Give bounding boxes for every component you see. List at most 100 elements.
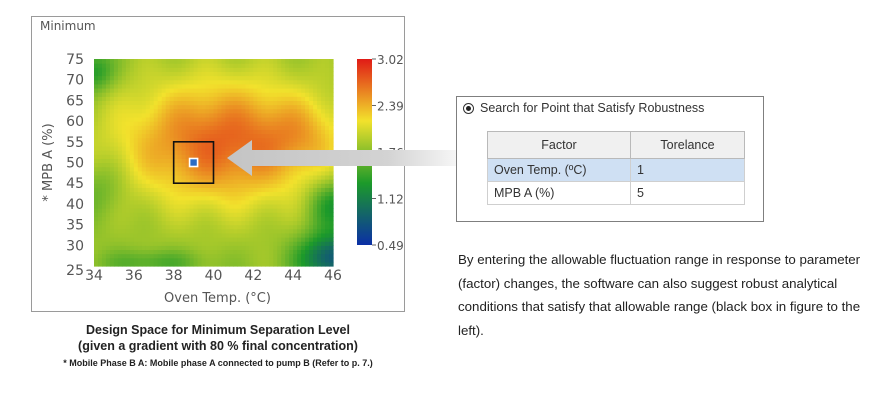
heatmap-cell — [321, 257, 326, 263]
tolerance-cell[interactable]: 5 — [630, 181, 745, 205]
heatmap-cell — [181, 220, 187, 226]
heatmap-cell — [189, 220, 195, 226]
heatmap-cell — [217, 191, 223, 197]
heatmap-cell — [149, 212, 155, 217]
heatmap-cell — [97, 133, 103, 139]
heatmap-cell — [225, 245, 231, 251]
y-tick-label: 45 — [66, 176, 84, 192]
heatmap-cell — [125, 166, 131, 172]
heatmap-cell — [249, 112, 254, 118]
heatmap-cell — [249, 224, 254, 230]
heatmap-cell — [285, 59, 290, 64]
heatmap-cell — [157, 195, 163, 201]
heatmap-cell — [149, 83, 155, 89]
heatmap-cell — [249, 187, 254, 193]
heatmap-cell — [329, 112, 334, 118]
heatmap-cell — [285, 87, 290, 93]
heatmap-cell — [137, 257, 143, 263]
heatmap-cell — [245, 100, 250, 106]
heatmap-cell — [97, 125, 103, 130]
heatmap-cell — [153, 191, 159, 197]
heatmap-cell — [113, 183, 119, 188]
heatmap-cell — [137, 83, 143, 89]
heatmap-cell — [257, 170, 262, 176]
heatmap-cell — [185, 150, 191, 155]
heatmap-cell — [185, 183, 191, 188]
heatmap-cell — [109, 261, 115, 267]
heatmap-cell — [229, 216, 235, 222]
radio-selected-icon[interactable] — [463, 102, 474, 114]
heatmap-cell — [125, 63, 131, 68]
heatmap-cell — [97, 261, 103, 267]
heatmap-cell — [217, 125, 223, 130]
heatmap-cell — [169, 232, 175, 238]
heatmap-cell — [317, 232, 322, 238]
heatmap-cell — [265, 145, 270, 151]
heatmap-cell — [321, 59, 326, 64]
heatmap-cell — [257, 257, 262, 263]
heatmap-cell — [249, 183, 254, 188]
heatmap-cell — [317, 116, 322, 122]
heatmap-cell — [117, 253, 123, 259]
heatmap-cell — [245, 125, 250, 130]
heatmap-cell — [201, 228, 207, 234]
heatmap-cell — [329, 253, 334, 259]
heatmap-cell — [169, 112, 175, 118]
heatmap-cell — [205, 183, 211, 188]
heatmap-cell — [245, 245, 250, 251]
heatmap-cell — [221, 145, 227, 151]
heatmap-cell — [201, 183, 207, 188]
heatmap-cell — [189, 191, 195, 197]
heatmap-cell — [141, 212, 147, 217]
heatmap-cell — [173, 129, 179, 135]
heatmap-cell — [157, 133, 163, 139]
heatmap-cell — [201, 87, 207, 93]
heatmap-cell — [121, 145, 127, 151]
heatmap-cell — [173, 141, 179, 147]
heatmap-cell — [141, 150, 147, 155]
heatmap-cell — [145, 183, 151, 188]
heatmap-cell — [209, 183, 215, 188]
robustness-option[interactable]: Search for Point that Satisfy Robustness — [463, 101, 704, 115]
heatmap-cell — [329, 261, 334, 267]
heatmap-cell — [165, 158, 171, 164]
heatmap-cell — [173, 71, 179, 77]
heatmap-cell — [201, 220, 207, 226]
table-row[interactable]: Oven Temp. (ºC) 1 — [487, 158, 745, 182]
heatmap-cell — [261, 224, 266, 230]
heatmap-cell — [241, 141, 246, 147]
heatmap-cell — [225, 166, 231, 172]
heatmap-cell — [105, 96, 111, 101]
table-row[interactable]: MPB A (%) 5 — [487, 181, 745, 205]
heatmap-cell — [137, 245, 143, 251]
heatmap-cell — [297, 224, 302, 230]
heatmap-cell — [297, 257, 302, 263]
heatmap-cell — [133, 96, 139, 101]
heatmap-cell — [161, 179, 167, 184]
heatmap-cell — [233, 166, 238, 172]
y-tick-label: 70 — [66, 73, 84, 89]
heatmap-cell — [133, 125, 139, 130]
heatmap-cell — [293, 195, 298, 201]
heatmap-cell — [101, 199, 107, 205]
heatmap-cell — [173, 179, 179, 184]
heatmap-cell — [113, 71, 119, 77]
heatmap-cell — [181, 208, 187, 213]
heatmap-cell — [189, 92, 195, 97]
heatmap-cell — [141, 83, 147, 89]
heatmap-cell — [113, 224, 119, 230]
heatmap-cell — [173, 174, 179, 180]
heatmap-cell — [193, 129, 199, 135]
heatmap-cell — [197, 220, 203, 226]
heatmap-cell — [157, 67, 163, 73]
tolerance-cell[interactable]: 1 — [630, 158, 745, 182]
heatmap-cell — [201, 145, 207, 151]
heatmap-cell — [153, 208, 159, 213]
heatmap-cell — [165, 116, 171, 122]
heatmap-cell — [329, 121, 334, 126]
heatmap-cell — [105, 245, 111, 251]
heatmap-cell — [289, 116, 294, 122]
heatmap-cell — [117, 121, 123, 126]
heatmap-cell — [181, 216, 187, 222]
heatmap-cell — [317, 71, 322, 77]
